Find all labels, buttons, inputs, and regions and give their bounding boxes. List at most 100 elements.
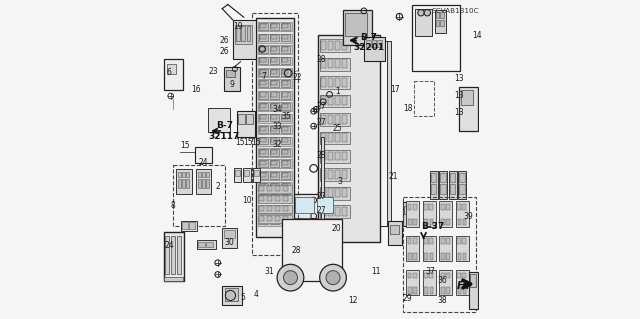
Text: 27: 27	[316, 117, 326, 127]
Text: 28: 28	[316, 151, 326, 160]
Bar	[414, 81, 434, 116]
Bar	[317, 197, 333, 213]
Bar	[275, 216, 280, 221]
Bar	[271, 81, 277, 85]
Text: Fr.: Fr.	[456, 281, 470, 291]
Bar	[182, 222, 188, 229]
Bar	[252, 13, 298, 255]
Bar	[458, 287, 461, 294]
Bar	[271, 207, 277, 211]
Bar	[282, 138, 287, 142]
Bar	[271, 47, 277, 51]
Bar	[270, 126, 278, 133]
Bar	[258, 171, 292, 180]
Bar	[429, 253, 433, 260]
Bar	[186, 179, 189, 188]
Bar	[280, 160, 289, 167]
Bar	[253, 168, 260, 182]
Bar	[446, 272, 449, 278]
Bar	[260, 47, 266, 51]
Bar	[258, 137, 292, 145]
Polygon shape	[288, 195, 340, 219]
Bar	[413, 219, 417, 225]
Text: 16: 16	[191, 85, 200, 94]
Bar	[441, 253, 445, 260]
Bar	[457, 272, 461, 278]
Bar	[258, 91, 292, 100]
Bar	[270, 69, 278, 76]
Bar	[275, 196, 280, 201]
Bar	[258, 79, 292, 88]
Bar	[424, 287, 428, 294]
Text: B-7
32117: B-7 32117	[209, 121, 240, 141]
Bar	[343, 10, 372, 45]
Bar	[258, 205, 292, 214]
Circle shape	[320, 264, 346, 291]
Bar	[195, 147, 212, 163]
Bar	[270, 137, 278, 144]
Bar	[320, 40, 350, 52]
Bar	[321, 137, 324, 229]
Bar	[246, 115, 253, 124]
Bar	[342, 152, 348, 160]
Bar	[186, 172, 189, 177]
Bar	[267, 196, 273, 201]
Bar	[258, 56, 292, 65]
Bar	[198, 179, 201, 188]
Text: 37: 37	[426, 267, 435, 276]
Bar	[346, 13, 367, 36]
Bar	[320, 150, 350, 163]
Text: 23: 23	[208, 67, 218, 76]
Bar	[260, 81, 266, 85]
Bar	[271, 115, 277, 120]
Bar	[282, 93, 287, 97]
Bar	[282, 81, 287, 85]
Bar	[320, 58, 350, 70]
Bar	[259, 183, 268, 190]
Bar	[446, 287, 450, 294]
Bar	[440, 184, 446, 194]
Bar	[294, 197, 314, 213]
Bar	[282, 35, 287, 40]
Text: 14: 14	[472, 31, 481, 40]
Bar	[320, 95, 350, 108]
Bar	[177, 236, 180, 274]
Bar	[446, 204, 449, 210]
Text: 27: 27	[316, 191, 326, 201]
Bar	[270, 206, 278, 213]
Bar	[413, 253, 417, 260]
Bar	[320, 113, 350, 126]
Text: 17: 17	[390, 85, 399, 94]
Text: 12: 12	[349, 296, 358, 305]
Bar	[282, 216, 288, 221]
Text: 27: 27	[316, 102, 326, 111]
Bar	[429, 238, 433, 244]
Text: 13: 13	[454, 74, 464, 83]
Bar	[258, 68, 292, 77]
Bar	[224, 230, 235, 238]
Bar	[342, 59, 348, 68]
Bar	[260, 138, 266, 142]
Bar	[271, 184, 277, 188]
Text: 13: 13	[454, 108, 464, 117]
Text: 25: 25	[332, 124, 342, 133]
Bar	[431, 184, 436, 194]
Bar	[258, 195, 292, 203]
Bar	[406, 270, 419, 295]
Bar	[164, 232, 184, 281]
Bar	[424, 238, 428, 244]
Bar	[328, 115, 333, 123]
Bar	[280, 57, 289, 64]
Bar	[449, 184, 455, 194]
Bar	[462, 238, 466, 244]
Bar	[328, 170, 333, 179]
Bar	[270, 23, 278, 30]
Bar	[259, 196, 264, 201]
Bar	[259, 23, 268, 30]
Bar	[196, 241, 216, 249]
Bar	[408, 219, 412, 225]
Bar	[406, 236, 419, 261]
Text: 10: 10	[242, 196, 252, 205]
Bar	[267, 206, 273, 211]
Text: B-7
32201: B-7 32201	[353, 33, 384, 52]
